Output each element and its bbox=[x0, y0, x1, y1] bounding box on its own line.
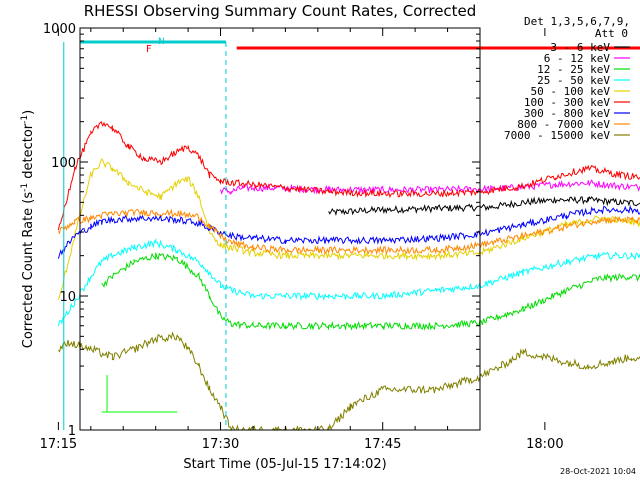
series-line-3 bbox=[101, 252, 640, 331]
legend-label: 50 - 100 keV bbox=[531, 85, 611, 98]
y-tick-label: 1000 bbox=[43, 22, 76, 37]
y-tick-label: 10 bbox=[59, 290, 76, 305]
flag-label-night: N bbox=[158, 37, 165, 47]
series-line-4 bbox=[57, 238, 640, 327]
series-line-5 bbox=[57, 157, 640, 300]
x-tick-label: 17:30 bbox=[202, 437, 239, 452]
plot-frame bbox=[79, 27, 481, 431]
flag-label-flare: F bbox=[146, 44, 152, 55]
legend-label: 7000 - 15000 keV bbox=[504, 129, 610, 142]
legend-header-detectors: Det 1,3,5,6,7,9, bbox=[524, 15, 630, 28]
legend-label: 800 - 7000 keV bbox=[517, 118, 610, 131]
legend-label: 3 - 6 keV bbox=[550, 41, 610, 54]
y-tick-label: 100 bbox=[51, 156, 76, 171]
y-axis-label-base: Corrected Count Rate (s bbox=[21, 192, 36, 349]
x-tick-label: 17:45 bbox=[364, 437, 401, 452]
axis-layer: 17:1517:3017:4518:0018:1518:3018:4511010… bbox=[40, 22, 564, 452]
y-axis-label: Corrected Count Rate (s-1 detector-1) bbox=[20, 110, 36, 348]
y-axis-label-end: ) bbox=[21, 110, 36, 115]
legend-label: 300 - 800 keV bbox=[524, 107, 610, 120]
series-line-6 bbox=[57, 121, 640, 231]
legend-label: 12 - 25 keV bbox=[537, 63, 610, 76]
x-tick-label: 17:15 bbox=[40, 437, 77, 452]
generation-timestamp: 28-Oct-2021 10:04 bbox=[560, 467, 636, 476]
legend-label: 25 - 50 keV bbox=[537, 74, 610, 87]
annotation-layer: FN bbox=[63, 37, 640, 430]
x-tick-label: 18:00 bbox=[526, 437, 563, 452]
legend-label: 100 - 300 keV bbox=[524, 96, 610, 109]
series-line-2 bbox=[220, 179, 640, 196]
y-axis-label-mid: detector bbox=[21, 123, 36, 183]
x-axis-label: Start Time (05-Jul-15 17:14:02) bbox=[183, 457, 386, 472]
legend-label: 6 - 12 keV bbox=[544, 52, 611, 65]
y-tick-label: 1 bbox=[68, 424, 76, 439]
y-axis-label-superscript-1: -1 bbox=[20, 183, 30, 192]
legend-header-attenuator: Att 0 bbox=[595, 27, 628, 40]
series-line-7 bbox=[57, 204, 640, 259]
chart-title: RHESSI Observing Summary Count Rates, Co… bbox=[84, 2, 477, 20]
series-line-1 bbox=[328, 195, 640, 217]
series-line-8 bbox=[57, 208, 640, 256]
y-axis-label-superscript-2: -1 bbox=[20, 115, 30, 124]
